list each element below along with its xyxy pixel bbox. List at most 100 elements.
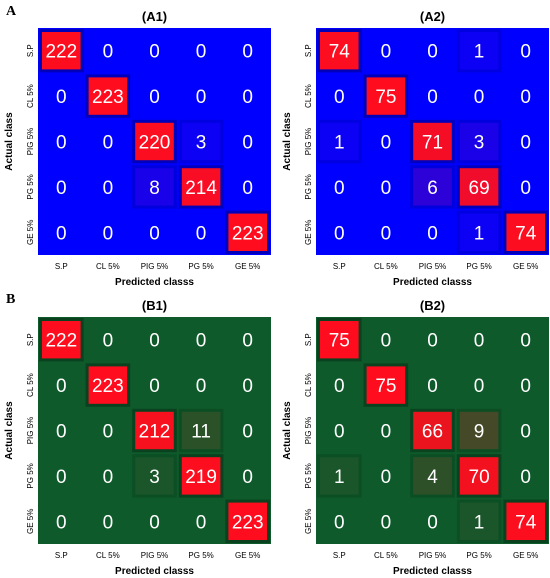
- cell-value: 0: [103, 42, 114, 63]
- cell-value: 0: [56, 87, 67, 108]
- cell-value: 1: [474, 42, 485, 63]
- x-tick-label: GE 5%: [235, 262, 260, 271]
- heatmap-cell: [459, 502, 499, 540]
- cell-value: 0: [242, 42, 253, 63]
- cell-value: 0: [474, 87, 485, 108]
- cell-value: 1: [474, 512, 485, 533]
- x-tick-label: CL 5%: [374, 262, 398, 271]
- cell-value: 0: [334, 512, 345, 533]
- cell-value: 0: [56, 467, 67, 488]
- y-tick-label: PIG 5%: [304, 128, 313, 156]
- y-tick-label: PIG 5%: [26, 417, 35, 445]
- cell-value: 0: [242, 87, 253, 108]
- y-tick-label: CL 5%: [304, 373, 313, 397]
- cell-value: 0: [520, 178, 531, 199]
- x-tick-label: CL 5%: [96, 262, 120, 271]
- cell-value: 0: [149, 42, 160, 63]
- cell-value: 66: [422, 422, 443, 443]
- y-axis-label: Actual class: [282, 401, 293, 460]
- cell-value: 9: [474, 422, 485, 443]
- confusion-matrix-b2: (B2) 75 0 0 0 0 0 75 0 0 0 0 0 66 9 0 1 0 4 70 0 0 0 0 1 74 S.P CL …: [278, 293, 550, 578]
- cell-value: 4: [427, 467, 438, 488]
- x-tick-label: GE 5%: [513, 551, 538, 560]
- cell-value: 222: [45, 331, 77, 352]
- cell-value: 0: [381, 422, 392, 443]
- cell-value: 0: [427, 223, 438, 244]
- confusion-matrix-a2: (A2) 74 0 0 1 0 0 75 0 0 0 1 0 71 3 0 0 0 6 69 0 0 0 0 1 74 S.P CL …: [278, 4, 550, 289]
- cell-value: 0: [381, 512, 392, 533]
- heatmap-cell: [181, 168, 221, 206]
- cell-value: 0: [103, 422, 114, 443]
- cell-value: 69: [469, 178, 490, 199]
- cell-value: 0: [520, 331, 531, 352]
- confusion-matrix-a1: (A1) 222 0 0 0 0 0 223 0 0 0 0 0 220 3 0 0 0 8 214 0 0 0 0 0 223 S…: [0, 4, 272, 289]
- heatmap-cell: [320, 32, 359, 70]
- confusion-matrix-b1: (B1) 222 0 0 0 0 0 223 0 0 0 0 0 212 11 0 0 0 3 219 0 0 0 0 0 223…: [0, 293, 272, 578]
- heatmap-cell: [42, 32, 81, 70]
- cell-value: 0: [103, 467, 114, 488]
- cell-value: 214: [185, 178, 217, 199]
- panel-title: (A2): [420, 9, 445, 24]
- cell-value: 0: [149, 331, 160, 352]
- cell-value: 0: [474, 376, 485, 397]
- cell-value: 0: [474, 331, 485, 352]
- cell-value: 0: [381, 178, 392, 199]
- cell-value: 1: [334, 467, 345, 488]
- heatmap-cell: [135, 411, 174, 450]
- cell-value: 223: [232, 223, 264, 244]
- y-tick-label: CL 5%: [26, 373, 35, 397]
- section-label-b: B: [6, 292, 16, 307]
- cell-value: 0: [103, 178, 114, 199]
- x-tick-label: S.P: [333, 262, 346, 271]
- cell-value: 0: [242, 376, 253, 397]
- cell-value: 0: [334, 87, 345, 108]
- cell-value: 75: [329, 331, 350, 352]
- cell-value: 0: [103, 512, 114, 533]
- cell-value: 74: [329, 42, 351, 63]
- x-tick-label: PIG 5%: [141, 551, 169, 560]
- x-tick-label: PIG 5%: [141, 262, 169, 271]
- cell-value: 3: [474, 133, 485, 154]
- cell-value: 0: [427, 42, 438, 63]
- heatmap-cell: [320, 457, 359, 495]
- x-axis-label: Predicted classs: [115, 277, 194, 288]
- cell-value: 0: [196, 223, 207, 244]
- cell-value: 219: [185, 467, 217, 488]
- cell-value: 74: [515, 512, 537, 533]
- heatmap-cell: [135, 168, 174, 206]
- cell-value: 0: [427, 331, 438, 352]
- cell-value: 212: [139, 422, 171, 443]
- y-tick-label: PIG 5%: [26, 128, 35, 156]
- x-tick-label: PG 5%: [188, 551, 213, 560]
- cell-value: 74: [515, 223, 537, 244]
- x-tick-label: GE 5%: [513, 262, 538, 271]
- heatmap-cell: [228, 213, 267, 251]
- panel-title: (B2): [420, 298, 445, 313]
- y-tick-label: CL 5%: [304, 84, 313, 108]
- cell-value: 0: [520, 467, 531, 488]
- y-axis-label: Actual class: [4, 401, 15, 460]
- heatmap-cell: [413, 122, 452, 161]
- cell-value: 0: [381, 223, 392, 244]
- cell-value: 75: [375, 87, 396, 108]
- heatmap-cell: [459, 32, 499, 70]
- heatmap-cell: [181, 457, 221, 495]
- y-tick-label: GE 5%: [304, 220, 313, 245]
- heatmap-cell: [228, 502, 267, 540]
- heatmap-cell: [459, 457, 499, 495]
- x-tick-label: PIG 5%: [419, 551, 447, 560]
- y-tick-label: PG 5%: [26, 174, 35, 199]
- cell-value: 0: [427, 512, 438, 533]
- cell-value: 0: [149, 223, 160, 244]
- x-tick-label: GE 5%: [235, 551, 260, 560]
- cell-value: 0: [381, 467, 392, 488]
- heatmap-cell: [413, 457, 452, 495]
- y-tick-label: GE 5%: [304, 509, 313, 534]
- y-tick-label: S.P: [304, 44, 313, 57]
- x-tick-label: PG 5%: [188, 262, 213, 271]
- heatmap-cell: [459, 213, 499, 251]
- x-tick-label: PG 5%: [466, 262, 491, 271]
- cell-value: 0: [520, 42, 531, 63]
- x-tick-label: PIG 5%: [419, 262, 447, 271]
- cell-value: 0: [103, 133, 114, 154]
